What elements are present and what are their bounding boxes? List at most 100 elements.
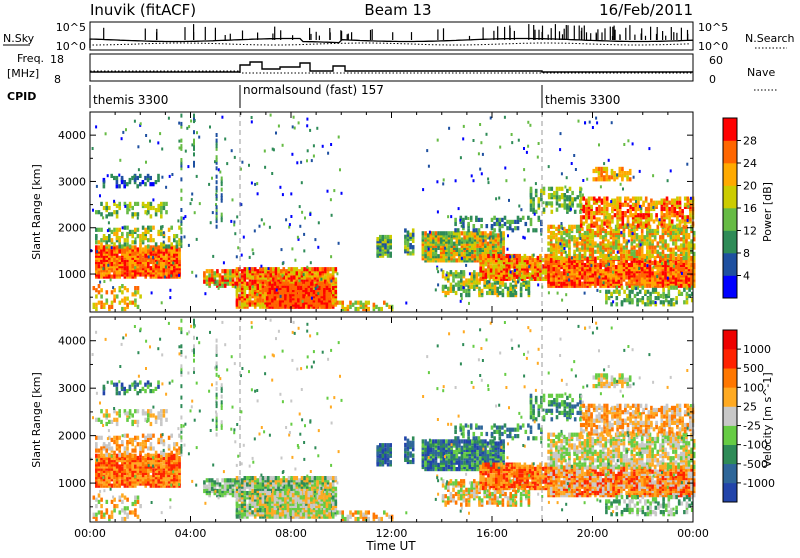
power-cell	[687, 197, 690, 201]
power-cell	[647, 290, 650, 294]
power-cell	[229, 269, 232, 273]
power-cell	[676, 211, 679, 215]
power-cell	[384, 239, 387, 243]
power-cell	[650, 203, 653, 207]
power-cell	[98, 210, 101, 214]
power-cell	[504, 222, 507, 226]
power-cell	[373, 303, 376, 307]
power-cell	[500, 244, 503, 248]
power-cell	[95, 307, 98, 311]
power-cell	[463, 281, 466, 285]
power-cell	[227, 275, 230, 279]
power-speck	[121, 137, 123, 140]
power-cell	[460, 293, 463, 297]
power-cell	[684, 215, 687, 219]
power-cell	[160, 254, 163, 258]
power-cell	[608, 290, 611, 294]
power-cell	[150, 238, 153, 242]
power-cell	[608, 175, 611, 179]
power-cell	[635, 211, 638, 215]
power-cell	[100, 305, 103, 309]
power-cell	[412, 228, 415, 232]
power-speck	[318, 221, 320, 224]
power-cell	[520, 283, 523, 287]
power-cell	[529, 256, 532, 260]
cpid-label: CPID	[7, 90, 36, 103]
power-cell	[487, 242, 490, 246]
power-cell	[468, 278, 471, 282]
power-cell	[266, 282, 269, 286]
power-cell	[111, 305, 114, 309]
nsky-tick-bottom: 10^0	[56, 40, 86, 53]
power-speck	[164, 276, 166, 279]
power-cell	[672, 271, 675, 275]
power-cell	[144, 266, 147, 270]
power-cell	[455, 283, 458, 287]
power-cell	[553, 225, 556, 229]
power-speck	[140, 122, 142, 125]
power-speck	[297, 236, 299, 239]
power-speck	[168, 117, 170, 120]
power-cell	[633, 263, 636, 267]
power-cell	[677, 254, 680, 258]
power-cell	[605, 229, 608, 233]
power-cell	[367, 301, 370, 305]
power-cell	[384, 235, 387, 239]
power-speck	[251, 116, 253, 119]
power-cell	[524, 254, 527, 258]
power-cell	[527, 216, 530, 220]
power-cell	[123, 180, 126, 184]
power-cell	[126, 204, 129, 208]
power-speck	[443, 178, 445, 181]
power-speck	[632, 142, 634, 145]
power-speck	[137, 217, 139, 220]
power-cell	[623, 290, 626, 294]
power-cell	[168, 236, 171, 240]
power-cell	[335, 267, 338, 271]
power-cell	[607, 243, 610, 247]
power-cell	[566, 229, 569, 233]
power-speck	[107, 264, 109, 267]
power-cell	[274, 305, 277, 309]
power-cell	[645, 197, 648, 201]
power-speck	[194, 211, 196, 214]
power-cell	[137, 286, 140, 290]
power-cell	[664, 243, 667, 247]
power-cell	[621, 167, 624, 171]
power-cell	[206, 275, 209, 279]
power-cell	[499, 285, 502, 289]
power-cell	[553, 235, 556, 239]
power-cell	[465, 216, 468, 220]
power-cell	[118, 270, 121, 274]
power-speck	[687, 219, 689, 222]
power-speck	[514, 269, 516, 272]
power-cell	[467, 228, 470, 232]
power-cell	[269, 282, 272, 286]
power-speck	[107, 229, 109, 232]
power-speck	[316, 127, 318, 130]
power-cell	[409, 251, 412, 255]
nave-tick-top: 60	[709, 54, 723, 67]
power-cell	[461, 237, 464, 241]
power-cell	[514, 220, 517, 224]
power-cell	[121, 307, 124, 311]
power-cell	[251, 280, 254, 284]
power-cell	[445, 231, 448, 235]
power-speck	[635, 200, 637, 203]
power-speck	[578, 120, 580, 123]
power-speck	[610, 200, 612, 203]
power-cell	[249, 296, 252, 300]
power-cell	[603, 205, 606, 209]
power-speck	[125, 128, 127, 131]
power-cell	[639, 298, 642, 302]
power-speck	[310, 261, 312, 264]
power-cell	[576, 241, 579, 245]
freq-trace	[90, 62, 693, 72]
power-cell	[590, 205, 593, 209]
power-cell	[551, 210, 554, 214]
power-cell	[680, 257, 683, 261]
power-cell	[249, 282, 252, 286]
power-cell	[645, 219, 648, 223]
power-speck	[548, 165, 550, 168]
power-cell	[544, 254, 547, 258]
